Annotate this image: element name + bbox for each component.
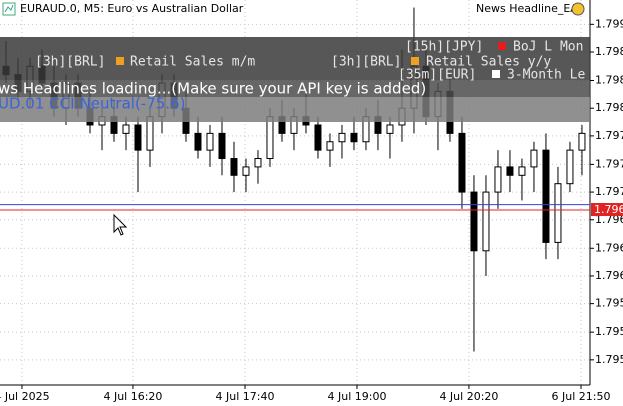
impact-marker bbox=[492, 70, 500, 78]
mouse-cursor bbox=[113, 213, 128, 236]
y-tick-label: 1.79533 bbox=[595, 325, 623, 338]
x-tick-label: 4 Jul 16:20 bbox=[103, 390, 162, 403]
impact-marker bbox=[411, 57, 419, 65]
candle-body bbox=[242, 166, 250, 176]
price-label: 1.79681 bbox=[594, 203, 623, 216]
candle-body bbox=[578, 132, 586, 151]
candle-body bbox=[530, 149, 538, 168]
y-tick-label: 1.79633 bbox=[595, 241, 623, 254]
candle-body bbox=[350, 132, 358, 143]
candle-body bbox=[314, 124, 322, 151]
candle-body bbox=[254, 158, 262, 168]
indicator-band bbox=[0, 97, 590, 122]
status-band bbox=[0, 80, 590, 97]
y-tick-label: 1.797 bbox=[595, 185, 623, 198]
news-text: Retail Sales m/m bbox=[130, 55, 255, 70]
news-text: Retail Sales y/y bbox=[426, 55, 551, 70]
news-text: BoJ L Mon bbox=[513, 40, 583, 55]
y-tick-label: 1.79567 bbox=[595, 297, 623, 310]
candle-body bbox=[386, 124, 394, 134]
x-tick-label: 4 Jul 19:00 bbox=[327, 390, 386, 403]
x-tick-label: 6 Jul 21:50 bbox=[552, 390, 611, 403]
x-tick-label: 4 Jul 20:20 bbox=[439, 390, 498, 403]
y-tick-label: 1.79733 bbox=[595, 157, 623, 170]
candle-body bbox=[338, 132, 346, 143]
news-time: [3h][BRL] bbox=[331, 55, 401, 70]
candle-body bbox=[266, 116, 274, 160]
candle-body bbox=[194, 132, 202, 151]
candle-body bbox=[482, 191, 490, 252]
candle-body bbox=[518, 166, 526, 176]
impact-marker bbox=[498, 42, 506, 50]
chart-title: EURAUD.0, M5: Euro vs Australian Dollar bbox=[20, 2, 244, 15]
overlay: [15h][JPY] BoJ L Mon [3h][BRL] Retail Sa… bbox=[0, 2, 590, 236]
candle-body bbox=[542, 149, 550, 243]
candle-body bbox=[554, 183, 562, 243]
indicator-text: UD.01 CCI:Neutral(-75.6) bbox=[0, 95, 185, 113]
news-time: [15h][JPY] bbox=[405, 40, 483, 55]
candle-body bbox=[470, 191, 478, 252]
y-tick-label: 1.796 bbox=[595, 269, 623, 282]
x-tick-label: 4 Jul 17:40 bbox=[216, 390, 275, 403]
x-tick-label: 4 Jul 2025 bbox=[0, 390, 50, 403]
news-time: [35m][EUR] bbox=[398, 68, 476, 83]
candle-body bbox=[218, 132, 226, 160]
news-text: 3-Month Le bbox=[507, 68, 585, 83]
y-tick-label: 1.79767 bbox=[595, 129, 623, 142]
candle-body bbox=[458, 132, 466, 193]
impact-marker bbox=[116, 57, 124, 65]
candle-body bbox=[230, 158, 238, 176]
news-band bbox=[0, 37, 590, 80]
y-tick-label: 1.795 bbox=[595, 353, 623, 366]
expert-name: News Headline_EA bbox=[476, 2, 578, 15]
candle-body bbox=[326, 141, 334, 151]
candle-body bbox=[122, 124, 130, 134]
y-tick-label: 1.79833 bbox=[595, 74, 623, 87]
candle-body bbox=[206, 132, 214, 151]
y-tick-label: 1.799 bbox=[595, 17, 623, 30]
expert-icon[interactable] bbox=[571, 2, 585, 16]
y-tick-label: 1.798 bbox=[595, 101, 623, 114]
candle-body bbox=[494, 166, 502, 193]
chart-icon bbox=[2, 2, 16, 16]
candle-body bbox=[506, 166, 514, 176]
y-tick-label: 1.79867 bbox=[595, 45, 623, 58]
candle-body bbox=[566, 149, 574, 185]
candle-body bbox=[134, 124, 142, 151]
chart-icon-line bbox=[4, 4, 14, 13]
news-time: [3h][BRL] bbox=[35, 55, 105, 70]
status-text: ws Headlines loading...(Make sure your A… bbox=[0, 80, 426, 98]
price-label-box bbox=[591, 203, 623, 217]
